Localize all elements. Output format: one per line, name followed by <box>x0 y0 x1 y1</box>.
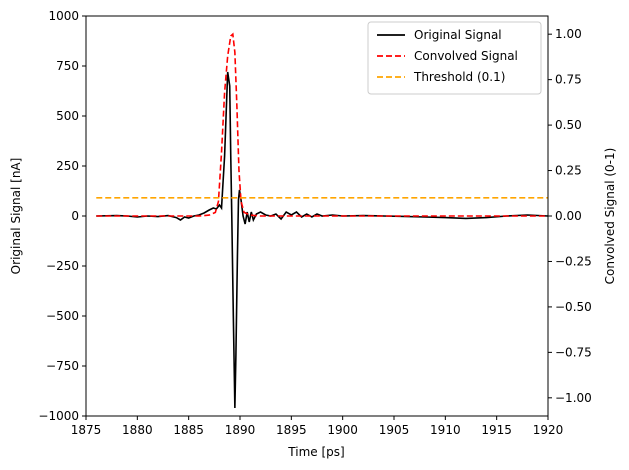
legend-box <box>367 21 542 95</box>
y-left-tick-label: −500 <box>46 309 79 323</box>
x-tick-label: 1880 <box>122 423 153 437</box>
plot-lines <box>96 32 548 409</box>
x-axis-label: Time [ps] <box>287 445 344 459</box>
y-left-tick-label: −750 <box>46 359 79 373</box>
y-right-tick-label: −0.75 <box>555 345 592 359</box>
x-tick-label: 1875 <box>71 423 102 437</box>
x-tick-label: 1895 <box>276 423 307 437</box>
y-left-tick-label: 0 <box>71 209 79 223</box>
y-left-tick-label: 750 <box>56 59 79 73</box>
x-tick-label: 1885 <box>173 423 204 437</box>
y-right-tick-label: −1.00 <box>555 391 592 405</box>
x-tick-label: 1890 <box>225 423 256 437</box>
y-axis-right: −1.00 −0.75 −0.50 −0.25 0.00 0.25 0.50 0.75 1.00 <box>548 27 592 405</box>
series-line-original-signal <box>96 71 548 409</box>
legend-label-threshold-0-1: Threshold (0.1) <box>413 70 505 84</box>
y-right-tick-label: −0.50 <box>555 300 592 314</box>
x-tick-label: 1920 <box>533 423 564 437</box>
x-tick-label: 1905 <box>379 423 410 437</box>
x-tick-label: 1900 <box>327 423 358 437</box>
x-tick-label: 1915 <box>481 423 512 437</box>
y-left-tick-label: 500 <box>56 109 79 123</box>
y-axis-right-label: Convolved Signal (0-1) <box>603 148 617 285</box>
y-left-tick-label: 1000 <box>48 9 79 23</box>
y-right-tick-label: 0.00 <box>555 209 582 223</box>
x-tick-label: 1910 <box>430 423 461 437</box>
y-right-tick-label: 1.00 <box>555 27 582 41</box>
y-left-tick-label: 250 <box>56 159 79 173</box>
y-right-tick-label: 0.50 <box>555 118 582 132</box>
series-line-convolved-signal <box>96 32 548 217</box>
y-right-tick-label: 0.75 <box>555 73 582 87</box>
y-axis-left: −1000 −750 −500 −250 0 250 500 750 1000 <box>38 9 86 423</box>
legend-label-convolved-signal: Convolved Signal <box>414 49 518 63</box>
legend-label-original-signal: Original Signal <box>414 28 502 42</box>
y-axis-left-label: Original Signal [nA] <box>9 158 23 275</box>
x-axis: 1875 1880 1885 1890 1895 1900 1905 1910 1915 1920 <box>71 416 564 437</box>
y-right-tick-label: 0.25 <box>555 164 582 178</box>
legend: Original Signal Convolved Signal Threshold… <box>367 21 542 95</box>
y-right-tick-label: −0.25 <box>555 254 592 268</box>
y-left-tick-label: −250 <box>46 259 79 273</box>
y-left-tick-label: −1000 <box>38 409 79 423</box>
